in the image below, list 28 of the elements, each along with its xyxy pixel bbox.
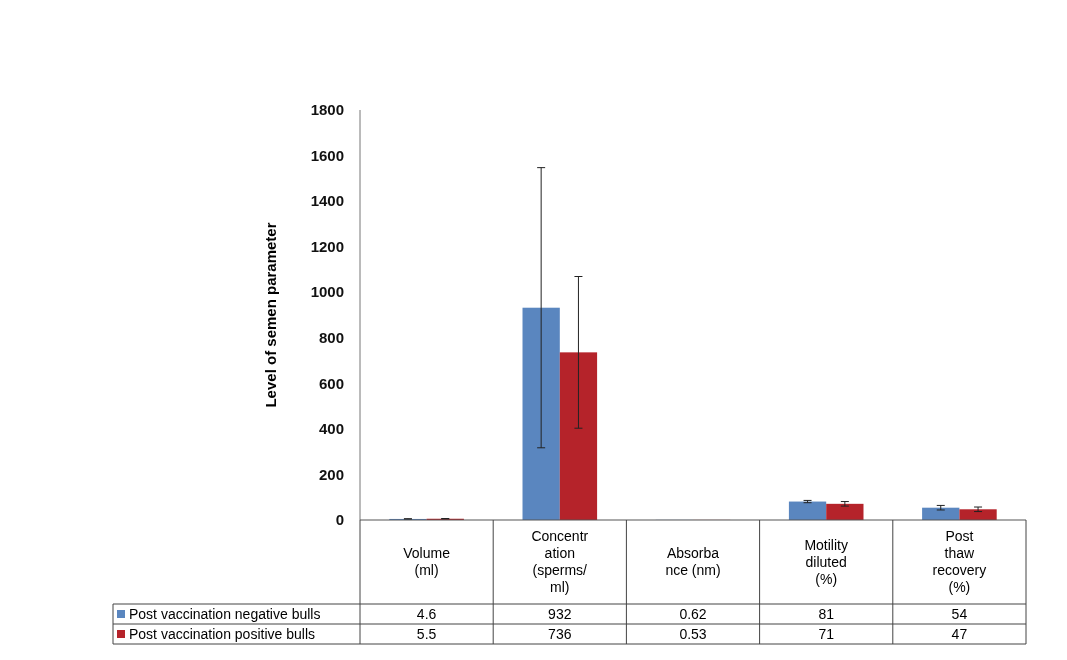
y-tick-label: 1000 <box>310 283 344 301</box>
x-tick-label: Post thaw recovery (%) <box>932 528 987 596</box>
y-tick-label: 1400 <box>310 192 344 210</box>
x-tick-label: Concentr ation (sperms/ ml) <box>531 528 589 596</box>
y-axis-title: Level of semen parameter <box>262 222 279 408</box>
data-label: 71 <box>818 625 835 642</box>
y-tick-label: 600 <box>318 374 344 392</box>
legend-label: Post vaccination negative bulls <box>129 605 321 622</box>
data-label: 47 <box>951 625 968 642</box>
data-label: 736 <box>548 625 572 642</box>
data-label: 5.5 <box>416 625 437 642</box>
x-tick-label: Absorba nce (nm) <box>665 545 721 579</box>
y-tick-label: 1600 <box>310 146 344 164</box>
data-label: 81 <box>818 605 835 622</box>
y-tick-label: 200 <box>318 465 344 483</box>
y-tick-label: 1800 <box>310 101 344 119</box>
x-tick-label: Volume (ml) <box>403 545 451 579</box>
data-label: 0.53 <box>679 625 707 642</box>
data-label: 54 <box>951 605 968 622</box>
x-tick-label: Motility diluted (%) <box>804 536 848 587</box>
data-label: 0.62 <box>679 605 707 622</box>
legend-label: Post vaccination positive bulls <box>129 625 315 642</box>
y-tick-label: 800 <box>318 329 344 347</box>
y-tick-label: 400 <box>318 420 344 438</box>
data-label: 932 <box>548 605 572 622</box>
y-tick-label: 0 <box>335 511 344 529</box>
y-tick-label: 1200 <box>310 237 344 255</box>
data-label: 4.6 <box>416 605 437 622</box>
